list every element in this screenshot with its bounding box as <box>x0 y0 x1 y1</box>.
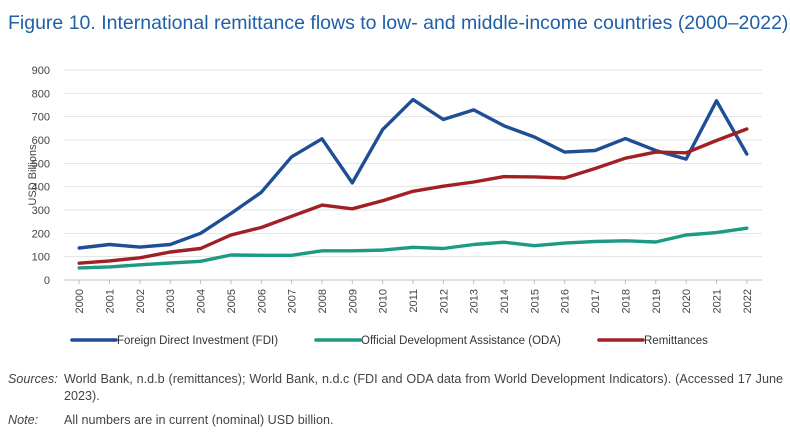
x-tick-label: 2007 <box>287 289 299 313</box>
x-tick-label: 2021 <box>711 289 723 313</box>
x-tick-label: 2008 <box>317 289 329 313</box>
fdi-line <box>77 97 749 250</box>
x-tick-label: 2001 <box>105 289 117 313</box>
x-tick-label: 2009 <box>347 289 359 313</box>
legend-item-oda: Official Development Assistance (ODA) <box>314 335 561 347</box>
x-tick-label: 2010 <box>378 289 390 313</box>
y-axis-ticks: 0 100 200 300 400 500 600 700 800 900 <box>32 65 50 287</box>
legend-item-fdi: Foreign Direct Investment (FDI) <box>70 335 278 347</box>
legend: Foreign Direct Investment (FDI) Official … <box>70 335 708 347</box>
x-tick-label: 2006 <box>256 289 268 313</box>
legend-item-remittances: Remittances <box>597 335 708 347</box>
x-tick-label: 2012 <box>438 289 450 313</box>
oda-line <box>77 226 749 270</box>
y-tick-label: 0 <box>44 275 50 287</box>
y-tick-label: 300 <box>32 205 50 217</box>
y-tick-label: 800 <box>32 88 50 100</box>
footnotes: Sources: World Bank, n.d.b (remittances)… <box>8 371 783 436</box>
y-tick-label: 500 <box>32 158 50 170</box>
note-text: All numbers are in current (nominal) USD… <box>64 413 334 427</box>
y-tick-label: 200 <box>32 228 50 240</box>
note-label: Note: <box>8 413 39 427</box>
y-tick-label: 400 <box>32 182 50 194</box>
sources-label: Sources: <box>8 372 58 386</box>
y-tick-label: 100 <box>32 252 50 264</box>
remittances-line <box>77 127 749 265</box>
y-tick-label: 600 <box>32 135 50 147</box>
x-tick-label: 2003 <box>165 289 177 313</box>
note-row: Note: All numbers are in current (nomina… <box>8 412 783 429</box>
x-tick-label: 2014 <box>499 289 511 313</box>
x-tick-label: 2005 <box>226 289 238 313</box>
x-tick-label: 2017 <box>590 289 602 313</box>
x-tick-label: 2002 <box>135 289 147 313</box>
x-axis-ticks: 2000 2001 2002 2003 2004 2005 2006 2007 2008 2009… <box>74 280 754 313</box>
legend-label: Remittances <box>644 335 708 347</box>
y-axis-label: USD Billions <box>27 144 39 206</box>
x-tick-label: 2018 <box>620 289 632 313</box>
x-tick-label: 2011 <box>408 289 420 313</box>
x-tick-label: 2020 <box>681 289 693 313</box>
sources-note: Sources: World Bank, n.d.b (remittances)… <box>8 371 783 405</box>
legend-label: Foreign Direct Investment (FDI) <box>117 335 278 347</box>
x-tick-label: 2015 <box>529 289 541 313</box>
y-tick-label: 700 <box>32 112 50 124</box>
y-tick-label: 900 <box>32 65 50 77</box>
legend-label: Official Development Assistance (ODA) <box>361 335 561 347</box>
x-tick-label: 2004 <box>196 289 208 313</box>
x-tick-label: 2019 <box>651 289 663 313</box>
sources-text: World Bank, n.d.b (remittances); World B… <box>64 372 783 403</box>
x-tick-label: 2013 <box>469 289 481 313</box>
x-tick-label: 2022 <box>742 289 754 313</box>
x-tick-label: 2016 <box>560 289 572 313</box>
chart-title: Figure 10. International remittance flow… <box>8 12 789 34</box>
x-tick-label: 2000 <box>74 289 86 313</box>
series-lines <box>77 97 749 270</box>
